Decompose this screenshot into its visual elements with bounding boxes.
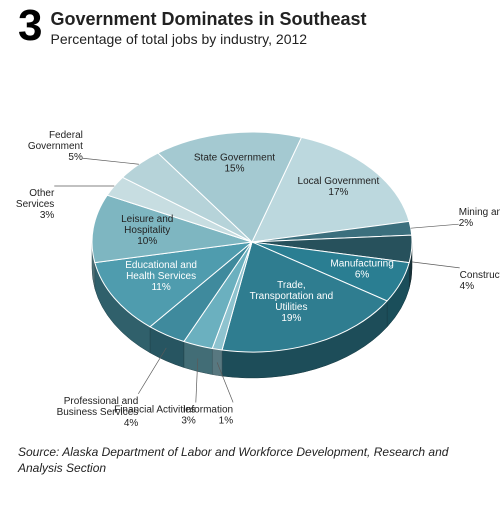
chart-subtitle: Percentage of total jobs by industry, 20… (50, 31, 366, 47)
slice-label: FederalGovernment5% (28, 130, 83, 163)
chart-title: Government Dominates in Southeast (50, 9, 366, 30)
chart-number: 3 (18, 6, 40, 46)
source-line: Source: Alaska Department of Labor and W… (0, 442, 500, 476)
slice-label: Professional andBusiness Services4% (57, 396, 139, 429)
slice-label: OtherServices3% (16, 188, 55, 221)
chart-header: 3 Government Dominates in Southeast Perc… (0, 0, 500, 47)
slice-label: Mining and Logging2% (459, 207, 500, 229)
chart-titles: Government Dominates in Southeast Percen… (50, 6, 366, 47)
pie-svg: Local Government17%Mining and Logging2%C… (0, 47, 500, 442)
slice-label: Construction4% (460, 270, 500, 292)
pie-chart: Local Government17%Mining and Logging2%C… (0, 47, 500, 442)
